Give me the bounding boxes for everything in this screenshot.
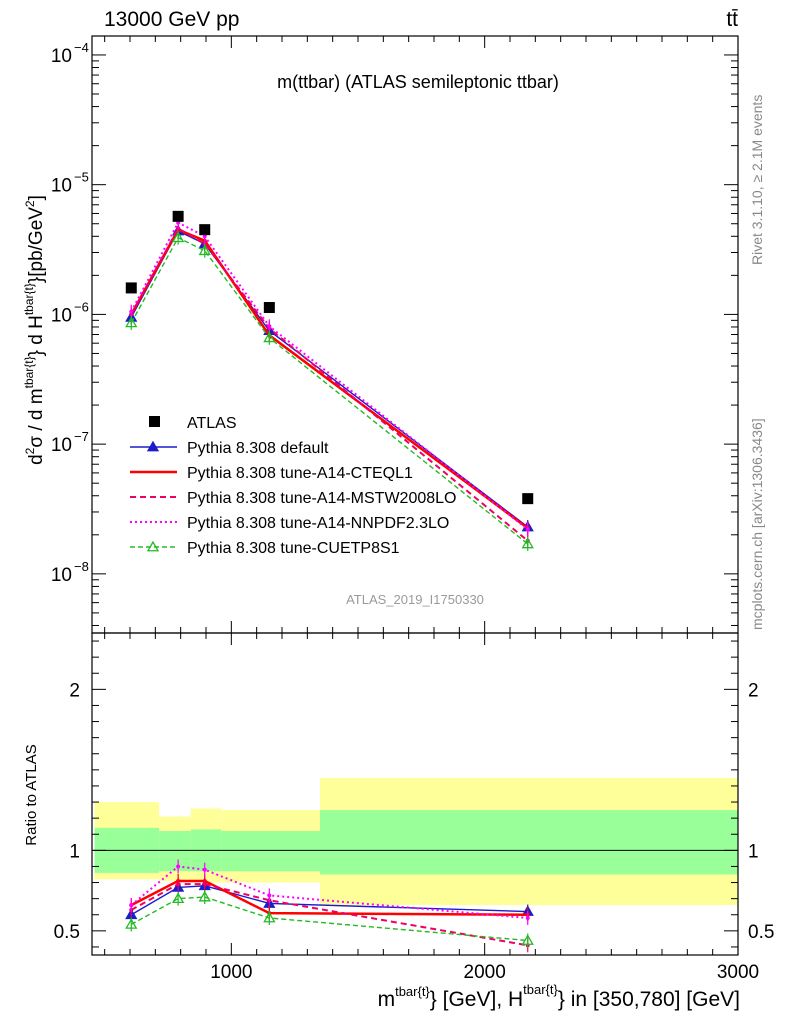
main-series-4-point-2 bbox=[198, 244, 211, 256]
atlas-data-point-3 bbox=[263, 302, 275, 314]
ratio-series-4-point-4 bbox=[521, 934, 534, 945]
process-label: tt̄ bbox=[726, 8, 738, 31]
legend-label-3: Pythia 8.308 tune-A14-MSTW2008LO bbox=[187, 490, 456, 507]
ratio-y-tick-label-right-1: 1 bbox=[748, 841, 759, 862]
ratio-y-tick-label-left-1: 1 bbox=[69, 841, 80, 862]
main-series-3-point-3 bbox=[267, 324, 272, 329]
ratio-y-tick-label-right-0: 0.5 bbox=[748, 922, 774, 943]
y-tick-label-4: 10 bbox=[51, 565, 72, 586]
main-ylabel: d2σ / d mtbar{t}} d Htbar{t}}[pb/GeV2] bbox=[22, 195, 47, 465]
main-series-4-point-0 bbox=[125, 316, 138, 328]
main-panel: 10−410−510−610−710−8 bbox=[51, 35, 739, 634]
legend-label-2: Pythia 8.308 tune-A14-CTEQL1 bbox=[187, 465, 413, 482]
stat-uncertainty-band-4 bbox=[320, 810, 738, 875]
ratio-series-4-point-2 bbox=[198, 890, 211, 902]
y-tick-label-2: 10 bbox=[51, 305, 72, 326]
ratio-series-3-point-1 bbox=[176, 864, 181, 869]
analysis-id: ATLAS_2019_I1750330 bbox=[346, 592, 484, 607]
ratio-series-2-point-1 bbox=[176, 882, 181, 887]
main-series-3-point-2 bbox=[202, 234, 207, 239]
main-series-4-point-1 bbox=[172, 231, 185, 243]
xlabel: mtbar{t}} [GeV], Htbar{t}} in [350,780] … bbox=[378, 982, 740, 1011]
main-series-4-point-4 bbox=[521, 537, 534, 549]
x-tick-label-2000: 2000 bbox=[464, 962, 506, 983]
legend-marker-5 bbox=[146, 540, 160, 552]
legend-marker-1 bbox=[146, 440, 160, 452]
ratio-panel: 1000 2000 3000 0.5 0.5 1 1 2 2 bbox=[54, 36, 774, 983]
y-tick-label-1: 10 bbox=[51, 176, 72, 197]
svg-text:d2σ / d mtbar{t}} d Htbar{t}}[: d2σ / d mtbar{t}} d Htbar{t}}[pb/GeV2] bbox=[22, 195, 47, 465]
legend-marker-atlas bbox=[149, 416, 160, 427]
main-series-line-2 bbox=[130, 227, 529, 542]
main-series-line-4 bbox=[130, 236, 529, 545]
mcplots-label: mcplots.cern.ch [arXiv:1306.3436] bbox=[749, 418, 765, 630]
legend-label-5: Pythia 8.308 tune-CUETP8S1 bbox=[187, 540, 400, 557]
atlas-data-point-0 bbox=[125, 282, 137, 294]
legend-label-4: Pythia 8.308 tune-A14-NNPDF2.3LO bbox=[187, 515, 449, 532]
y-tick-exp-0: −4 bbox=[74, 40, 89, 55]
plot-title: m(ttbar) (ATLAS semileptonic ttbar) bbox=[277, 72, 559, 92]
main-series-3-point-0 bbox=[129, 309, 134, 314]
ratio-series-2-point-2 bbox=[202, 882, 207, 887]
main-series-4-point-3 bbox=[263, 331, 276, 343]
ratio-frame bbox=[91, 632, 739, 956]
ratio-series-4-point-0 bbox=[125, 918, 138, 929]
ratio-series-line-3 bbox=[130, 865, 528, 919]
rivet-label: Rivet 3.1.10, ≥ 2.1M events bbox=[749, 95, 765, 265]
ratio-series-3-point-3 bbox=[267, 893, 272, 898]
main-series-3-point-4 bbox=[525, 527, 530, 532]
ratio-series-4-point-1 bbox=[172, 892, 185, 904]
stat-uncertainty-band-1 bbox=[159, 831, 191, 872]
legend: ATLAS Pythia 8.308 default Pythia 8.308 tu… bbox=[130, 415, 456, 557]
ratio-ylabel: Ratio to ATLAS bbox=[23, 744, 40, 845]
y-tick-exp-1: −5 bbox=[74, 170, 89, 185]
y-tick-exp-4: −8 bbox=[74, 559, 89, 574]
ratio-series-3-point-0 bbox=[129, 903, 134, 908]
stat-uncertainty-band-3 bbox=[221, 831, 320, 872]
ratio-series-4-point-3 bbox=[263, 911, 276, 923]
ratio-series-3-point-4 bbox=[525, 915, 530, 920]
y-tick-label-3: 10 bbox=[51, 435, 72, 456]
y-tick-exp-3: −7 bbox=[74, 429, 89, 444]
ratio-y-tick-label-left-2: 2 bbox=[69, 680, 80, 701]
ratio-series-3-point-2 bbox=[202, 867, 207, 872]
atlas-data-point-2 bbox=[199, 224, 211, 236]
ratio-y-tick-label-right-2: 2 bbox=[748, 680, 759, 701]
ratio-y-tick-label-left-0: 0.5 bbox=[54, 922, 80, 943]
y-tick-exp-2: −6 bbox=[74, 299, 89, 314]
y-tick-label-0: 10 bbox=[51, 46, 72, 67]
legend-label-0: ATLAS bbox=[187, 415, 237, 432]
x-tick-label-1000: 1000 bbox=[210, 962, 252, 983]
atlas-data-point-1 bbox=[172, 210, 184, 222]
atlas-data-point-4 bbox=[522, 493, 534, 505]
legend-label-1: Pythia 8.308 default bbox=[187, 440, 329, 457]
energy-label: 13000 GeV pp bbox=[104, 8, 239, 31]
svg-text:mtbar{t}} [GeV], Htbar{t}} in: mtbar{t}} [GeV], Htbar{t}} in [350,780] … bbox=[378, 982, 740, 1011]
x-tick-label-3000: 3000 bbox=[717, 962, 759, 983]
